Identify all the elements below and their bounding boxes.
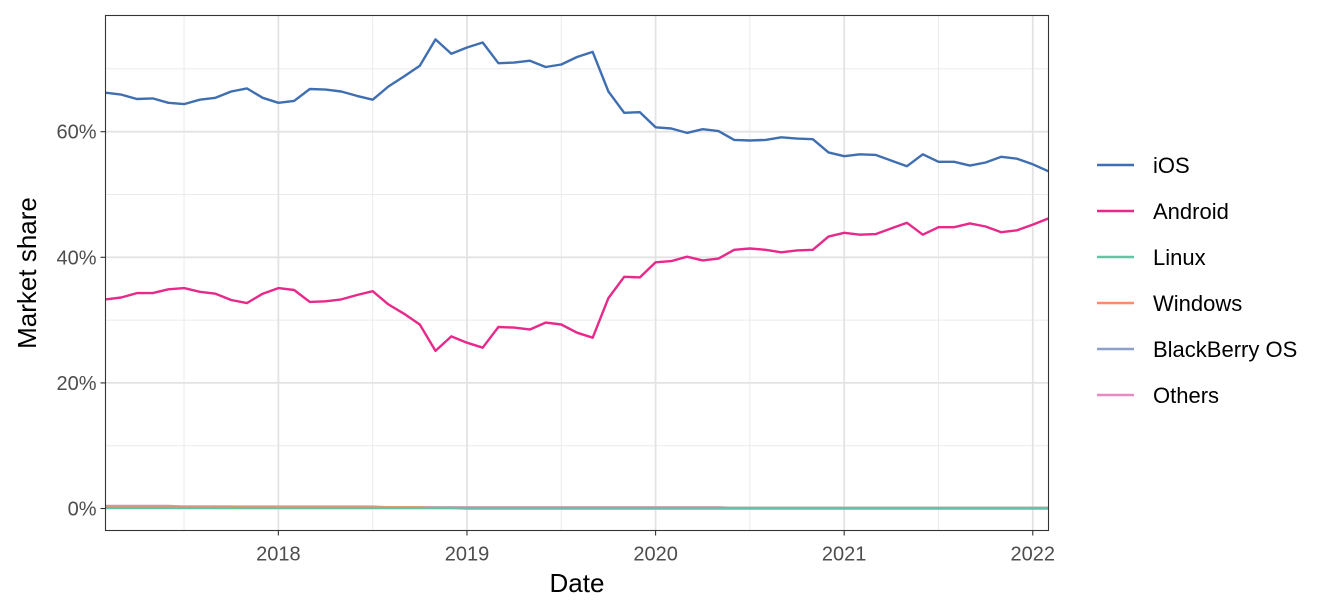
minor-gridlines xyxy=(105,15,1049,531)
x-axis: 2018 2019 2020 2021 2022 xyxy=(256,530,1056,566)
legend-label-blackberry-os: BlackBerry OS xyxy=(1153,337,1297,362)
y-tick-label: 60% xyxy=(56,122,96,144)
x-tick-label: 2021 xyxy=(822,544,867,566)
legend-label-others: Others xyxy=(1153,383,1219,408)
y-axis: 0% 20% 40% 60% xyxy=(56,122,106,521)
y-tick-label: 20% xyxy=(56,373,96,395)
series-line-ios xyxy=(105,38,1049,173)
x-tick-label: 2020 xyxy=(633,544,678,566)
y-tick-label: 0% xyxy=(68,499,97,521)
series-line-android xyxy=(105,217,1049,353)
legend-label-ios: iOS xyxy=(1153,153,1190,178)
y-tick-label: 40% xyxy=(56,247,96,269)
x-tick-label: 2018 xyxy=(256,544,301,566)
legend-label-android: Android xyxy=(1153,199,1229,224)
y-axis-title: Market share xyxy=(12,197,42,349)
x-tick-label: 2022 xyxy=(1011,544,1056,566)
legend-label-windows: Windows xyxy=(1153,291,1242,316)
plot-panel-border xyxy=(104,14,1050,532)
legend-label-linux: Linux xyxy=(1153,245,1206,270)
legend: iOS Android Linux Windows BlackBerry OS Other… xyxy=(1097,153,1297,408)
x-axis-title: Date xyxy=(550,568,605,598)
x-tick-label: 2019 xyxy=(445,544,490,566)
series-lines xyxy=(105,38,1049,510)
